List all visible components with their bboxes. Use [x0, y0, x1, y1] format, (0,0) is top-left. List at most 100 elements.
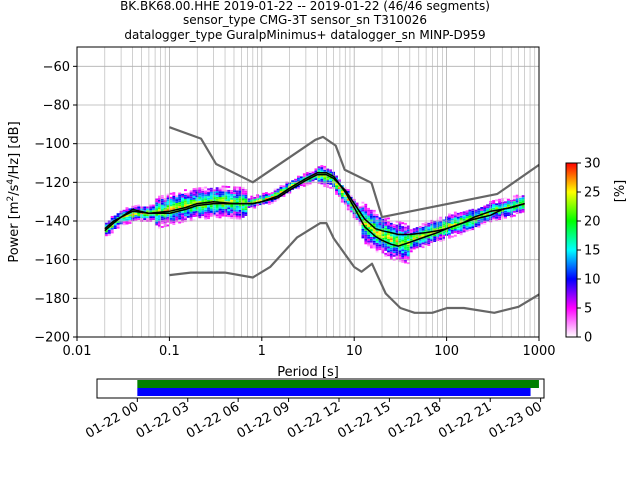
heatmap-cell [439, 226, 443, 229]
heatmap-cell [412, 232, 416, 234]
heatmap-cell [273, 192, 277, 195]
heatmap-cell [323, 175, 327, 178]
heatmap-cell [462, 222, 466, 225]
heatmap-cell [169, 194, 173, 197]
heatmap-cell [495, 218, 499, 221]
heatmap-cell [398, 248, 402, 251]
heatmap-cell [238, 213, 242, 216]
heatmap-cell [247, 200, 251, 203]
heatmap-cell [221, 199, 225, 202]
heatmap-cell [224, 197, 228, 200]
heatmap-cell [477, 223, 481, 226]
heatmap-cell [378, 244, 382, 247]
heatmap-cell [238, 209, 242, 212]
heatmap-cell [430, 237, 434, 240]
heatmap-cell [189, 211, 193, 214]
heatmap-cell [230, 205, 234, 208]
heatmap-cell [375, 217, 379, 220]
heatmap-cell [175, 203, 179, 205]
heatmap-cell [450, 222, 454, 224]
heatmap-cell [169, 216, 173, 218]
heatmap-cell [212, 189, 216, 192]
heatmap-cell [401, 226, 405, 228]
heatmap-cell [244, 189, 248, 191]
heatmap-cell [375, 225, 379, 228]
heatmap-cell [230, 195, 234, 198]
heatmap-cell [253, 206, 257, 209]
heatmap-cell [361, 205, 365, 208]
heatmap-cell [404, 248, 407, 250]
heatmap-cell [404, 261, 407, 264]
heatmap-cell [492, 215, 496, 218]
heatmap-cell [448, 215, 451, 218]
heatmap-cell [155, 217, 158, 220]
heatmap-cell [450, 227, 454, 230]
heatmap-cell [384, 237, 388, 240]
heatmap-cell [224, 193, 228, 196]
heatmap-cell [143, 216, 147, 219]
heatmap-cell [364, 217, 368, 220]
heatmap-cell [122, 209, 126, 212]
heatmap-cell [448, 234, 451, 237]
heatmap-cell [456, 228, 460, 231]
heatmap-cell [149, 204, 153, 207]
heatmap-cell [367, 205, 370, 208]
heatmap-cell [498, 200, 502, 203]
heatmap-cell [404, 253, 407, 256]
heatmap-cell [459, 212, 463, 214]
heatmap-cell [474, 225, 478, 228]
heatmap-cell [146, 214, 150, 217]
heatmap-cell [169, 198, 173, 201]
heatmap-cell [158, 215, 161, 217]
heatmap-cell [155, 215, 158, 218]
heatmap-cell [186, 202, 190, 205]
heatmap-cell [401, 255, 405, 257]
heatmap-cell [320, 180, 324, 183]
heatmap-cell [125, 220, 129, 223]
heatmap-cell [456, 232, 460, 234]
heatmap-cell [361, 226, 365, 229]
heatmap-cell [233, 196, 236, 198]
heatmap-cell [430, 221, 434, 224]
heatmap-cell [433, 234, 437, 237]
heatmap-cell [152, 204, 156, 207]
heatmap-cell [201, 187, 205, 189]
heatmap-cell [192, 213, 196, 216]
heatmap-cell [282, 187, 286, 190]
heatmap-cell [370, 233, 373, 235]
heatmap-cell [421, 230, 425, 233]
heatmap-cell [430, 235, 434, 238]
heatmap-cell [204, 194, 208, 197]
timeline-tick-label: 01-22 09 [234, 399, 292, 441]
heatmap-cell [212, 191, 216, 194]
heatmap-cell [235, 196, 239, 199]
heatmap-cell [480, 218, 484, 221]
heatmap-cell [178, 213, 182, 216]
heatmap-cell [448, 236, 451, 239]
heatmap-cell [370, 240, 373, 243]
heatmap-cell [498, 218, 502, 220]
heatmap-cell [398, 238, 402, 241]
heatmap-cell [433, 226, 437, 229]
heatmap-cell [215, 187, 219, 190]
heatmap-cell [459, 215, 463, 218]
heatmap-cell [204, 192, 208, 195]
heatmap-cell [273, 188, 277, 191]
heatmap-cell [392, 241, 396, 244]
heatmap-cell [235, 190, 239, 193]
heatmap-cell [241, 214, 245, 216]
heatmap-cell [294, 178, 297, 181]
heatmap-cell [512, 210, 516, 213]
heatmap-cell [267, 195, 271, 198]
heatmap-cell [370, 238, 373, 241]
heatmap-cell [504, 212, 507, 215]
timeline-tick-label: 01-22 03 [134, 399, 192, 441]
heatmap-cell [233, 207, 236, 210]
heatmap-cell [224, 209, 228, 211]
heatmap-cell [113, 229, 117, 231]
heatmap-cell [244, 214, 248, 216]
heatmap-cell [201, 188, 205, 191]
heatmap-cell [259, 199, 262, 202]
heatmap-cell [483, 219, 487, 221]
heatmap-cell [297, 177, 300, 180]
